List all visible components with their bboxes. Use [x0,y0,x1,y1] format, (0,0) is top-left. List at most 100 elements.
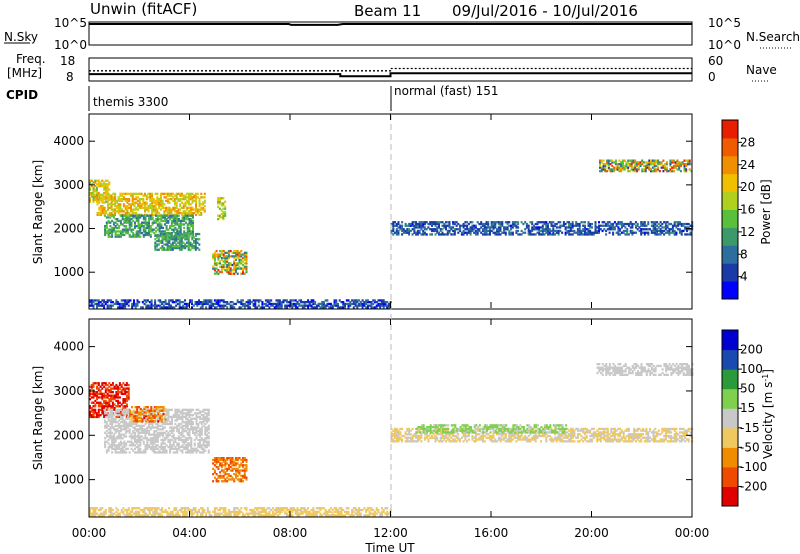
data-cell [144,205,146,208]
data-cell [233,251,236,254]
data-cell [200,196,203,199]
data-cell [562,222,565,226]
data-cell [96,198,99,201]
data-cell [201,514,204,517]
data-cell [238,469,241,472]
data-cell [660,161,663,164]
data-cell [594,229,597,233]
data-cell [608,228,611,231]
data-cell [163,421,166,424]
data-cell [145,420,147,423]
data-cell [669,161,672,164]
data-cell [207,414,210,417]
data-cell [98,201,101,204]
data-cell [678,229,681,233]
data-cell [163,248,166,251]
data-cell [676,159,679,162]
data-cell [134,221,136,224]
data-cell [287,301,290,304]
data-cell [195,421,198,424]
data-cell [94,197,97,200]
data-cell [222,218,225,221]
data-cell [192,414,194,417]
data-cell [158,206,161,209]
data-cell [476,229,479,233]
data-cell [94,302,97,306]
data-cell [641,159,644,162]
data-cell [150,508,153,512]
data-cell [96,414,98,417]
data-cell [142,431,145,434]
data-cell [166,246,169,250]
data-cell [429,222,432,226]
data-cell [180,246,183,250]
data-cell [534,226,537,229]
data-cell [118,512,121,515]
data-cell [552,229,555,233]
data-cell [238,480,241,483]
data-cell [110,508,113,512]
data-cell [587,222,590,226]
data-cell [125,299,128,302]
data-cell [111,421,114,424]
data-cell [163,438,166,442]
data-cell [679,161,682,164]
data-cell [120,383,123,387]
data-cell [247,304,250,307]
data-cell [175,210,178,213]
data-cell [187,304,190,307]
data-cell [329,302,332,306]
data-cell [167,415,170,419]
data-cell [121,192,124,195]
data-cell [137,221,140,224]
data-cell [156,198,159,201]
data-cell [118,304,121,307]
data-cell [153,409,156,412]
data-cell [117,208,120,211]
data-cell [126,440,129,443]
data-cell [89,510,91,513]
data-cell [547,231,549,234]
data-cell [503,228,506,231]
data-cell [118,431,121,434]
data-cell [181,211,183,215]
data-cell [114,196,117,199]
data-cell [159,239,162,243]
data-cell [236,458,239,462]
data-cell [669,170,672,173]
data-cell [176,223,179,226]
data-cell [631,231,634,234]
data-cell [136,299,139,302]
data-cell [245,478,248,481]
data-cell [137,203,139,206]
data-cell [144,451,147,454]
data-cell [153,438,156,442]
data-cell [173,236,176,239]
data-cell [161,514,164,517]
data-cell [231,457,234,460]
data-cell [631,229,634,233]
data-cell [215,473,218,476]
data-cell [111,232,114,235]
data-cell [169,421,172,424]
data-cell [110,387,113,390]
data-cell [647,231,650,234]
data-cell [182,196,185,199]
data-cell [648,164,651,168]
data-cell [151,424,154,427]
data-cell [199,306,202,309]
data-cell [145,208,148,211]
data-cell [155,407,158,411]
data-cell [135,440,138,443]
data-cell [293,508,295,512]
data-cell [170,238,173,241]
data-cell [138,406,140,409]
data-cell [202,424,205,427]
data-cell [116,223,119,226]
data-cell [101,394,104,397]
data-cell [178,514,181,517]
data-cell [631,222,634,226]
data-cell [145,203,148,206]
data-cell [678,166,681,169]
data-cell [173,245,176,248]
